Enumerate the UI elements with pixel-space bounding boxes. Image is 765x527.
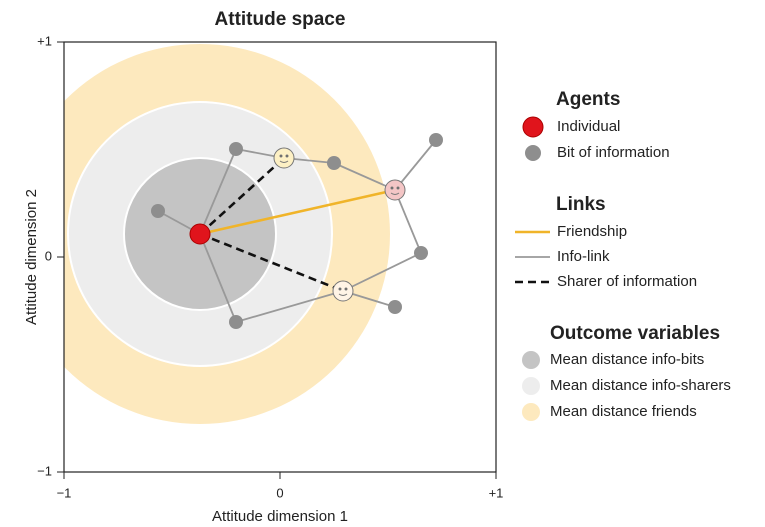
y-tick-label: −1 [37, 463, 52, 478]
x-axis-label: Attitude dimension 1 [212, 508, 348, 525]
smileys [273, 147, 406, 302]
legend-title: Outcome variables [550, 323, 720, 344]
legend-symbol [522, 403, 540, 421]
friendship-link [199, 188, 396, 236]
x-tick-label: −1 [57, 485, 72, 500]
y-tick-label: +1 [37, 33, 52, 48]
x-tick-label: 0 [276, 485, 283, 500]
legend-title: Links [556, 194, 606, 215]
y-axis-label: Attitude dimension 2 [23, 189, 40, 325]
legend-title: Agents [556, 89, 620, 110]
legend-symbol [525, 145, 541, 161]
outcome-rings [64, 44, 390, 424]
individual [189, 223, 211, 245]
legend-label: Mean distance info-bits [550, 351, 704, 368]
legend-label: Info-link [557, 248, 610, 265]
info-bits [151, 133, 443, 329]
info-links [157, 139, 437, 323]
legend-label: Sharer of information [557, 273, 697, 290]
y-tick-label: 0 [45, 248, 52, 263]
legend-label: Mean distance friends [550, 403, 697, 420]
x-tick-label: +1 [489, 485, 504, 500]
legend-symbol [522, 351, 540, 369]
legend-label: Mean distance info-sharers [550, 377, 731, 394]
legend-label: Bit of information [557, 144, 670, 161]
ticks [57, 41, 497, 479]
sharer-links [199, 157, 344, 293]
legend-symbol [522, 116, 544, 138]
title: Attitude space [215, 9, 346, 30]
legend-label: Friendship [557, 223, 627, 240]
legend-symbol [522, 377, 540, 395]
legend-label: Individual [557, 118, 620, 135]
